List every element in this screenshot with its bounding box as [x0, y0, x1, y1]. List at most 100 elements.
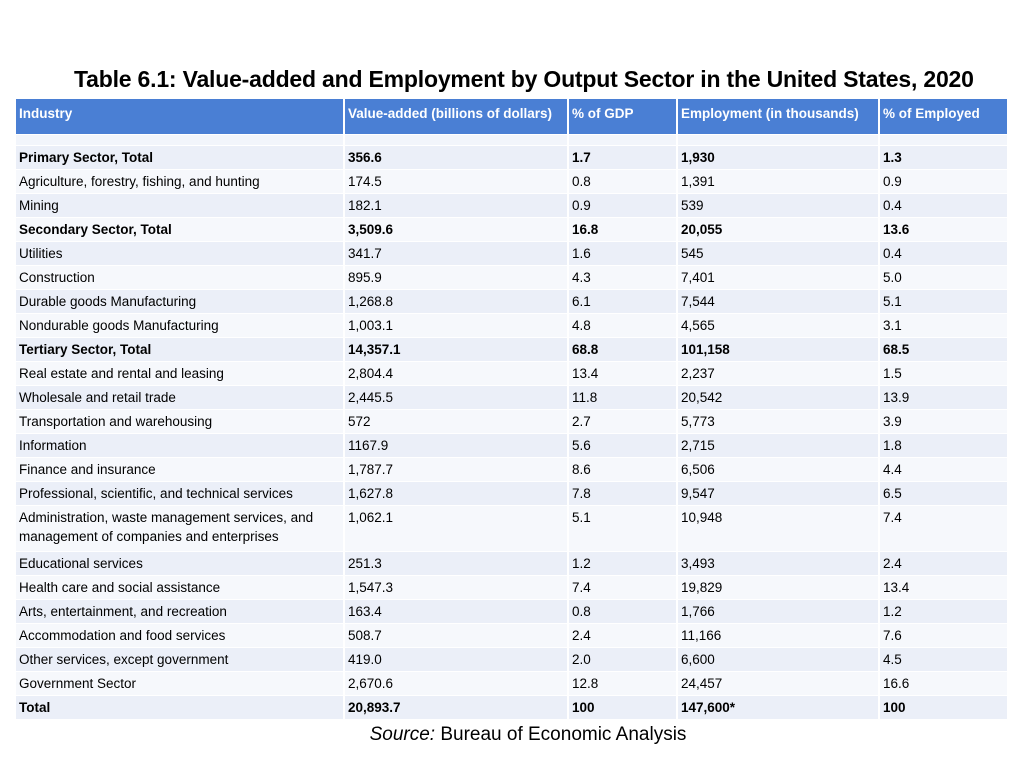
source-text: Bureau of Economic Analysis — [435, 724, 687, 745]
employment-cell: 4,565 — [677, 312, 880, 337]
value-added-cell: 1167.9 — [344, 432, 569, 457]
employment-cell: 101,158 — [677, 336, 880, 361]
pct-gdp-cell: 0.8 — [568, 598, 678, 623]
value-added-cell: 1,627.8 — [344, 480, 569, 505]
employment-cell: 20,542 — [677, 384, 880, 409]
industry-cell: Arts, entertainment, and recreation — [16, 598, 345, 623]
column-header-industry: Industry — [16, 99, 345, 134]
industry-cell: Tertiary Sector, Total — [16, 336, 345, 361]
table-row: Mining 182.1 0.9 539 0.4 — [16, 192, 1007, 217]
table-row: Utilities 341.7 1.6 545 0.4 — [16, 240, 1007, 265]
industry-cell: Utilities — [16, 240, 345, 265]
value-added-cell: 3,509.6 — [344, 216, 569, 241]
pct-employed-cell: 1.8 — [879, 432, 1007, 457]
employment-cell: 2,237 — [677, 360, 880, 385]
table-row: Administration, waste management service… — [16, 504, 1007, 551]
pct-employed-cell: 13.6 — [879, 216, 1007, 241]
employment-cell: 1,930 — [677, 144, 880, 169]
employment-cell: 545 — [677, 240, 880, 265]
table-row: Construction 895.9 4.3 7,401 5.0 — [16, 264, 1007, 289]
employment-cell: 7,401 — [677, 264, 880, 289]
pct-employed-cell: 6.5 — [879, 480, 1007, 505]
pct-employed-cell: 0.9 — [879, 168, 1007, 193]
table-row: Educational services 251.3 1.2 3,493 2.4 — [16, 550, 1007, 575]
pct-employed-cell: 3.1 — [879, 312, 1007, 337]
table-row: Real estate and rental and leasing 2,804.… — [16, 360, 1007, 385]
pct-gdp-cell: 1.2 — [568, 550, 678, 575]
employment-cell: 6,600 — [677, 646, 880, 671]
industry-cell: Secondary Sector, Total — [16, 216, 345, 241]
table-row: Health care and social assistance 1,547.3… — [16, 574, 1007, 599]
pct-gdp-cell: 4.3 — [568, 264, 678, 289]
employment-cell: 7,544 — [677, 288, 880, 313]
pct-employed-cell: 100 — [879, 694, 1007, 719]
value-added-cell: 182.1 — [344, 192, 569, 217]
employment-cell: 1,766 — [677, 598, 880, 623]
pct-employed-cell: 16.6 — [879, 670, 1007, 695]
value-added-cell: 419.0 — [344, 646, 569, 671]
table-row: Durable goods Manufacturing 1,268.8 6.1 7,5… — [16, 288, 1007, 313]
pct-employed-cell: 3.9 — [879, 408, 1007, 433]
pct-employed-cell: 1.2 — [879, 598, 1007, 623]
table-row: Accommodation and food services 508.7 2.4 1… — [16, 622, 1007, 647]
pct-gdp-cell: 2.4 — [568, 622, 678, 647]
table-body: Primary Sector, Total 356.6 1.7 1,930 1.3 Agr… — [16, 133, 1007, 719]
pct-employed-cell: 7.4 — [879, 504, 1007, 551]
pct-employed-cell: 5.0 — [879, 264, 1007, 289]
pct-employed-cell: 4.4 — [879, 456, 1007, 481]
industry-cell: Finance and insurance — [16, 456, 345, 481]
table-row: Total 20,893.7 100 147,600* 100 — [16, 694, 1007, 719]
source-label: Source: — [369, 724, 436, 745]
industry-cell: Total — [16, 694, 345, 719]
value-added-cell: 14,357.1 — [344, 336, 569, 361]
table-title: Table 6.1: Value-added and Employment by… — [74, 66, 974, 92]
pct-gdp-cell: 7.8 — [568, 480, 678, 505]
table-row: Finance and insurance 1,787.7 8.6 6,506 4.4 — [16, 456, 1007, 481]
table-row: Tertiary Sector, Total 14,357.1 68.8 101,15… — [16, 336, 1007, 361]
industry-cell: Primary Sector, Total — [16, 144, 345, 169]
pct-employed-cell: 68.5 — [879, 336, 1007, 361]
table-row: Agriculture, forestry, fishing, and hunt… — [16, 168, 1007, 193]
table-row: Secondary Sector, Total 3,509.6 16.8 20,055… — [16, 216, 1007, 241]
pct-gdp-cell: 2.0 — [568, 646, 678, 671]
pct-gdp-cell: 68.8 — [568, 336, 678, 361]
value-added-cell: 1,062.1 — [344, 504, 569, 551]
industry-cell: Government Sector — [16, 670, 345, 695]
industry-cell: Durable goods Manufacturing — [16, 288, 345, 313]
pct-employed-cell: 1.3 — [879, 144, 1007, 169]
value-added-cell: 174.5 — [344, 168, 569, 193]
column-header-value-added: Value-added (billions of dollars) — [344, 99, 569, 134]
employment-cell: 9,547 — [677, 480, 880, 505]
value-added-cell: 356.6 — [344, 144, 569, 169]
pct-employed-cell: 2.4 — [879, 550, 1007, 575]
column-header-employment: Employment (in thousands) — [677, 99, 880, 134]
industry-cell: Mining — [16, 192, 345, 217]
employment-cell: 5,773 — [677, 408, 880, 433]
table-row: Government Sector 2,670.6 12.8 24,457 16.6 — [16, 670, 1007, 695]
industry-cell: Construction — [16, 264, 345, 289]
pct-employed-cell: 5.1 — [879, 288, 1007, 313]
table-row: Wholesale and retail trade 2,445.5 11.8 20,… — [16, 384, 1007, 409]
pct-gdp-cell: 12.8 — [568, 670, 678, 695]
industry-cell: Professional, scientific, and technical … — [16, 480, 345, 505]
sector-table: Industry Value-added (billions of dollar… — [16, 99, 1007, 719]
spacer-row — [16, 133, 1007, 145]
employment-cell: 24,457 — [677, 670, 880, 695]
pct-employed-cell: 13.4 — [879, 574, 1007, 599]
pct-employed-cell: 13.9 — [879, 384, 1007, 409]
pct-gdp-cell: 6.1 — [568, 288, 678, 313]
table-row: Nondurable goods Manufacturing 1,003.1 4.8… — [16, 312, 1007, 337]
pct-gdp-cell: 4.8 — [568, 312, 678, 337]
source-note: Source: Bureau of Economic Analysis — [0, 724, 1024, 746]
pct-employed-cell: 0.4 — [879, 192, 1007, 217]
industry-cell: Other services, except government — [16, 646, 345, 671]
pct-employed-cell: 1.5 — [879, 360, 1007, 385]
table-row: Arts, entertainment, and recreation 163.4… — [16, 598, 1007, 623]
pct-gdp-cell: 13.4 — [568, 360, 678, 385]
table-row: Primary Sector, Total 356.6 1.7 1,930 1.3 — [16, 144, 1007, 169]
value-added-cell: 341.7 — [344, 240, 569, 265]
table-row: Professional, scientific, and technical … — [16, 480, 1007, 505]
value-added-cell: 20,893.7 — [344, 694, 569, 719]
employment-cell: 3,493 — [677, 550, 880, 575]
employment-cell: 11,166 — [677, 622, 880, 647]
